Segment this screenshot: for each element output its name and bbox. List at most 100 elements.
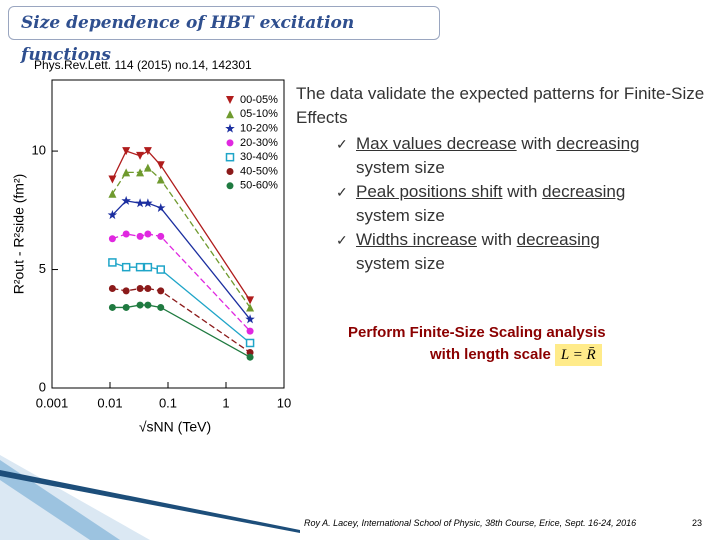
legend-label: 50-60% [240,180,278,192]
marker [136,151,145,160]
x-axis-label: √sNN (TeV) [139,419,211,435]
y-tick-label: 0 [39,379,46,394]
text: Peak positions shift [356,182,503,201]
legend-marker [226,96,234,104]
legend-label: 10-20% [240,123,278,135]
marker [108,175,117,184]
marker [136,284,144,292]
slide-title: Size dependence of HBT excitation functi… [8,6,440,65]
marker [246,303,255,312]
marker [155,202,166,212]
legend-marker [226,110,234,119]
x-tick-label: 0.1 [159,395,177,410]
marker [144,230,152,238]
legend-label: 30-40% [240,151,278,163]
marker [143,163,152,172]
marker [246,353,254,361]
x-tick-label: 0.01 [97,395,122,410]
marker [157,303,165,311]
legend-label: 00-05% [240,94,278,106]
marker [136,232,144,240]
text: decreasing [516,230,600,249]
text: with [502,182,543,201]
marker [144,301,152,309]
text: system size [356,254,445,273]
formula: L = R̄ [554,344,602,366]
marker [143,198,153,208]
page-number: 23 [692,518,703,528]
bullet: ✓ Max values decrease with decreasing sys… [296,132,656,180]
marker [136,301,144,309]
legend-marker [226,168,234,175]
marker [121,262,131,272]
check: ✓ [336,232,348,248]
text-block: The data validate the expected patterns … [296,82,716,276]
text: system size [356,206,445,225]
text: decreasing [556,134,640,153]
marker [156,175,165,184]
x-tick-label: 1 [222,395,229,410]
citation: Phys.Rev.Lett. 114 (2015) no.14, 142301 [34,58,252,72]
marker [157,287,165,295]
x-tick-label: 0.001 [36,395,69,410]
bullet: ✓ Peak positions shift with decreasing sy… [296,180,656,228]
y-tick-label: 5 [39,261,46,276]
fit-line [112,261,251,344]
marker [157,232,165,240]
fit-line [112,233,251,332]
legend-label: 40-50% [240,165,278,177]
marker [156,161,165,170]
text: Perform Finite-Size Scaling analysis [348,324,606,341]
bullet: ✓ Widths increase with decreasing system … [296,228,656,276]
text: with length scale [430,346,551,363]
line: with length scale L = R̄ [348,344,606,366]
legend-label: 05-10% [240,108,278,120]
marker [121,195,131,205]
marker [156,265,166,274]
text: decreasing [542,182,626,201]
marker [122,230,130,238]
footer: Roy A. Lacey, International School of Ph… [304,518,637,528]
marker [122,168,131,177]
text: system size [356,158,445,177]
marker [122,287,130,295]
text: Widths increase [356,230,477,249]
marker [108,258,117,267]
fit-line [112,304,251,358]
decor [0,470,300,533]
marker [108,284,116,292]
y-tick-label: 10 [32,143,46,158]
fit-line [111,150,251,301]
marker [122,303,130,311]
check: ✓ [336,136,348,152]
legend-marker [225,123,235,133]
marker [136,168,145,177]
marker [143,147,152,156]
analysis: Perform Finite-Size Scaling analysis wit… [348,322,606,366]
marker [108,189,117,198]
text: Max values decrease [356,134,517,153]
marker [108,303,116,311]
decor [0,455,150,540]
marker [135,198,145,208]
marker [122,147,131,156]
marker [108,235,116,243]
marker [245,338,255,348]
legend-marker [225,152,235,162]
legend-marker [226,139,234,147]
legend-marker [226,182,234,190]
text: with [516,134,557,153]
bullet-list: ✓ Max values decrease with decreasing sys… [296,132,716,276]
fit-line [111,200,251,320]
fit-line [112,287,251,353]
marker [245,314,255,324]
marker [246,327,254,335]
marker [135,262,145,272]
marker [246,296,255,305]
text: with [476,230,517,249]
marker [143,262,153,272]
y-axis-label: R²out - R²side (fm²) [11,174,27,295]
x-tick-label: 10 [277,395,291,410]
intro: The data validate the expected patterns … [296,84,705,127]
